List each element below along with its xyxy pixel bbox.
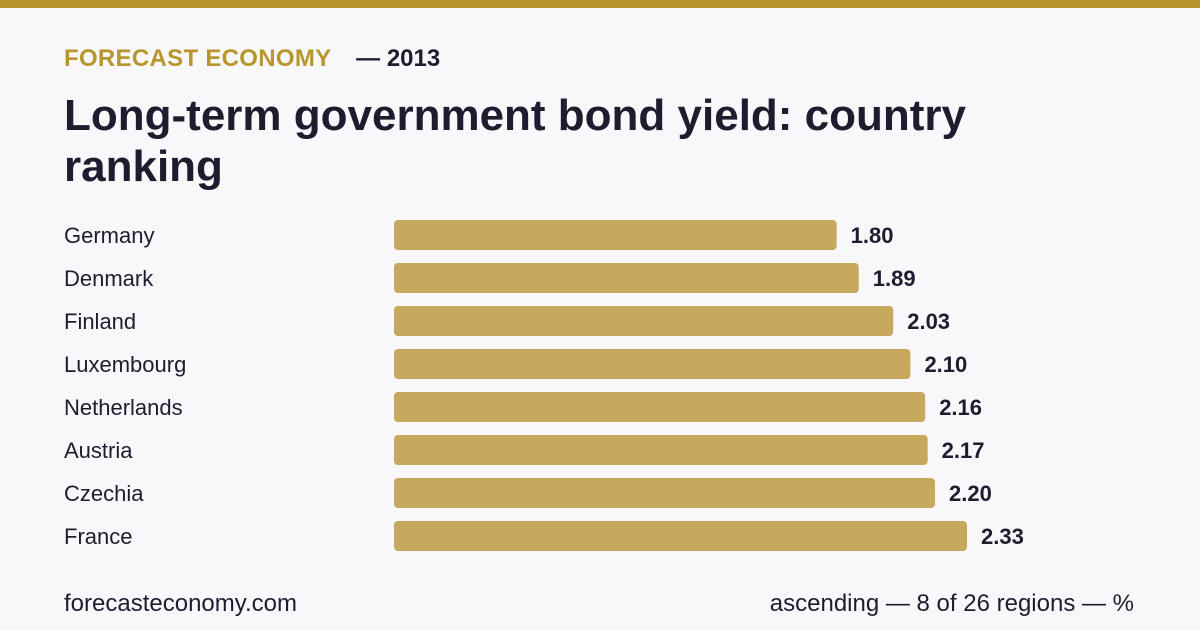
category-label: Luxembourg bbox=[64, 352, 186, 377]
bar bbox=[394, 521, 967, 551]
value-label: 2.03 bbox=[907, 309, 950, 334]
bar bbox=[394, 306, 894, 336]
value-label: 2.33 bbox=[981, 524, 1024, 549]
value-label: 2.16 bbox=[939, 395, 982, 420]
footer-site: forecasteconomy.com bbox=[64, 590, 297, 617]
value-label: 1.89 bbox=[873, 266, 916, 291]
top-accent-bar bbox=[0, 0, 1200, 8]
brand-name: FORECAST ECONOMY bbox=[64, 45, 332, 72]
value-label: 2.10 bbox=[924, 352, 967, 377]
category-label: France bbox=[64, 524, 132, 549]
bar bbox=[394, 263, 859, 293]
chart-title: Long-term government bond yield: country… bbox=[64, 91, 967, 191]
year-label: — 2013 bbox=[356, 45, 441, 72]
bar bbox=[394, 478, 936, 508]
value-label: 2.20 bbox=[949, 481, 992, 506]
bar bbox=[394, 349, 911, 379]
bar bbox=[394, 220, 837, 250]
category-label: Austria bbox=[64, 438, 133, 463]
category-label: Czechia bbox=[64, 481, 144, 506]
bar bbox=[394, 392, 926, 422]
value-label: 1.80 bbox=[851, 223, 894, 248]
footer-note: ascending — 8 of 26 regions — % bbox=[769, 590, 1134, 617]
category-label: Netherlands bbox=[64, 395, 183, 420]
bar bbox=[394, 435, 928, 465]
category-label: Germany bbox=[64, 223, 154, 248]
value-label: 2.17 bbox=[942, 438, 985, 463]
category-label: Denmark bbox=[64, 266, 154, 291]
kicker: FORECAST ECONOMY — 2013 bbox=[64, 45, 440, 73]
category-label: Finland bbox=[64, 309, 136, 334]
